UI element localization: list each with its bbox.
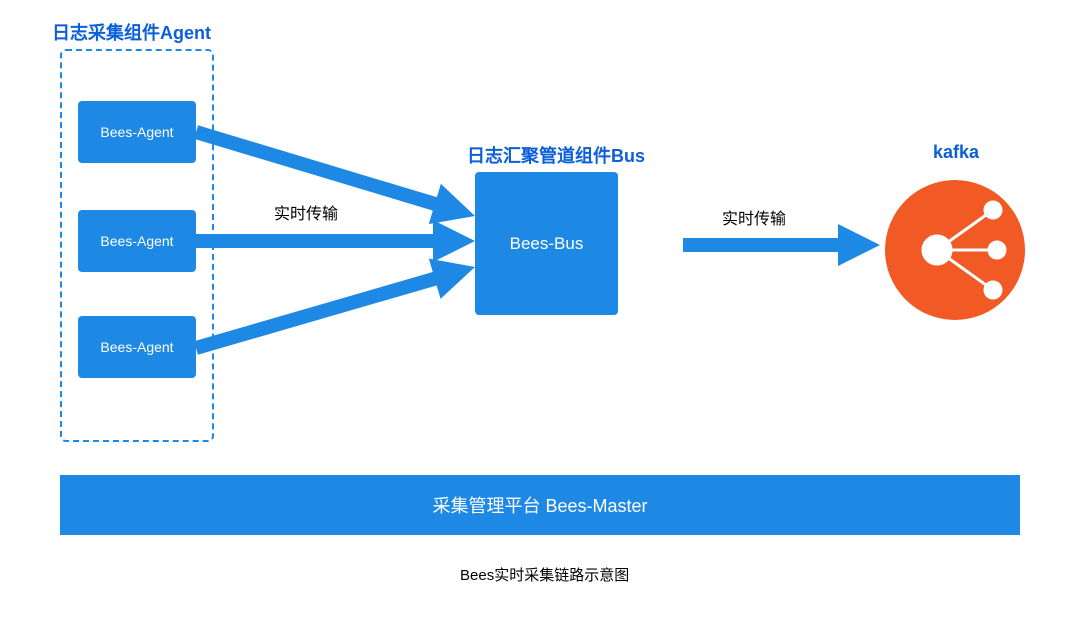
kafka-graph-icon <box>885 180 1025 320</box>
edge-label-left: 实时传输 <box>274 200 338 224</box>
figure-caption: Bees实时采集链路示意图 <box>460 564 629 585</box>
node-bus: Bees-Bus <box>475 172 618 315</box>
node-agent-2: Bees-Agent <box>78 210 196 272</box>
bottom-bar: 采集管理平台 Bees-Master <box>60 475 1020 535</box>
node-agent-3: Bees-Agent <box>78 316 196 378</box>
agent-group-header: 日志采集组件Agent <box>52 19 211 45</box>
edge-label-right: 实时传输 <box>722 205 786 229</box>
node-agent-1: Bees-Agent <box>78 101 196 163</box>
kafka-header: kafka <box>933 142 979 163</box>
node-kafka <box>885 180 1025 320</box>
bus-group-header: 日志汇聚管道组件Bus <box>467 142 645 168</box>
diagram-canvas: 日志采集组件Agent 日志汇聚管道组件Bus kafka Bees-Agent… <box>0 0 1080 624</box>
